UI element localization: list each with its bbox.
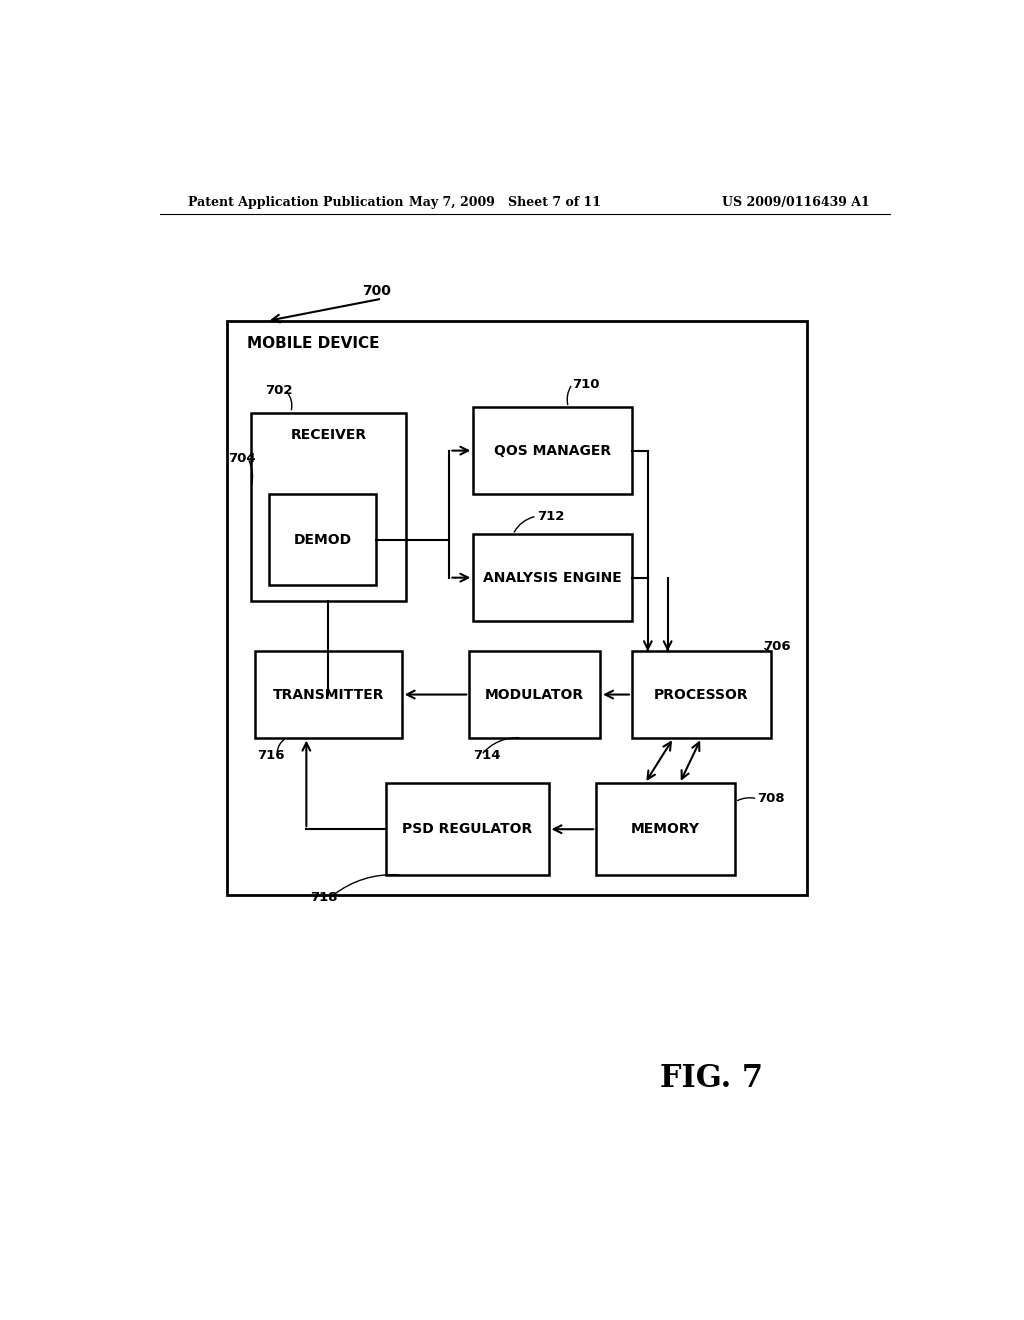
Text: 712: 712 (537, 510, 564, 523)
Bar (255, 651, 401, 738)
Text: TRANSMITTER: TRANSMITTER (272, 688, 384, 701)
Text: Patent Application Publication: Patent Application Publication (187, 195, 403, 209)
Text: ANALYSIS ENGINE: ANALYSIS ENGINE (483, 570, 622, 585)
Text: PSD REGULATOR: PSD REGULATOR (402, 822, 532, 837)
Bar (469, 651, 600, 738)
Text: US 2009/0116439 A1: US 2009/0116439 A1 (722, 195, 870, 209)
Text: 700: 700 (362, 284, 391, 297)
Text: 718: 718 (310, 891, 338, 904)
Text: MOBILE DEVICE: MOBILE DEVICE (247, 337, 380, 351)
Bar (632, 651, 771, 738)
Text: 706: 706 (763, 640, 791, 653)
Bar (473, 535, 632, 620)
Text: 702: 702 (265, 384, 293, 396)
Text: 714: 714 (473, 748, 501, 762)
Text: May 7, 2009   Sheet 7 of 11: May 7, 2009 Sheet 7 of 11 (409, 195, 601, 209)
Bar (227, 321, 807, 895)
Bar (251, 413, 406, 601)
Text: MODULATOR: MODULATOR (485, 688, 585, 701)
Text: 704: 704 (228, 451, 256, 465)
Bar (596, 784, 735, 875)
Text: FIG. 7: FIG. 7 (659, 1063, 763, 1094)
Text: MEMORY: MEMORY (631, 822, 700, 837)
Text: RECEIVER: RECEIVER (291, 428, 367, 442)
Bar (473, 408, 632, 494)
Text: DEMOD: DEMOD (294, 532, 352, 546)
Text: 716: 716 (257, 748, 285, 762)
Text: QOS MANAGER: QOS MANAGER (494, 444, 611, 458)
Bar (386, 784, 549, 875)
Bar (269, 494, 377, 585)
Text: 710: 710 (572, 378, 600, 391)
Text: PROCESSOR: PROCESSOR (654, 688, 749, 701)
Text: 708: 708 (758, 792, 785, 805)
